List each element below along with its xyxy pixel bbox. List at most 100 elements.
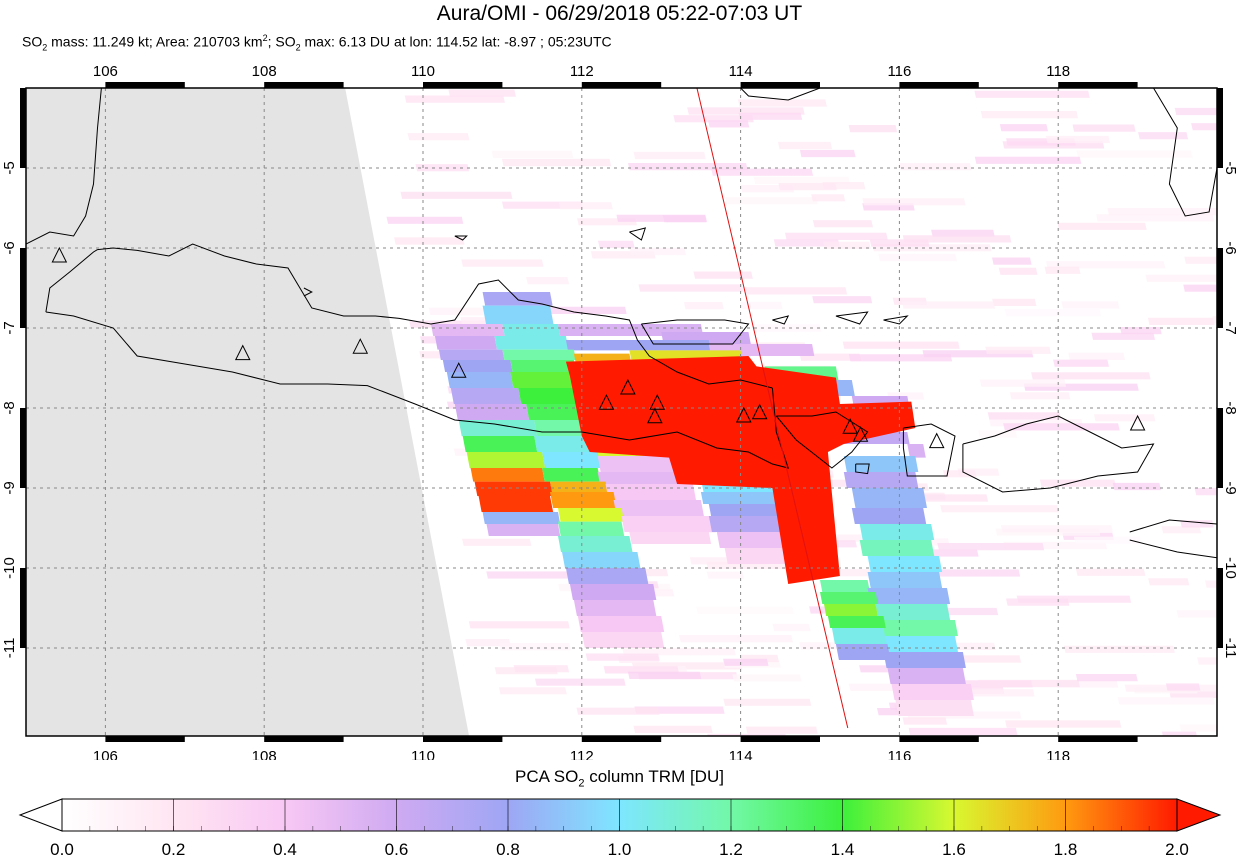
coastline (45, 311, 789, 469)
noise-pixel (633, 151, 706, 160)
lon-tick-label: 114 (729, 748, 753, 760)
frame-segment (1058, 736, 1138, 742)
so2-pixel (502, 324, 561, 336)
so2-pixel (558, 521, 625, 536)
volcano-icon (51, 246, 68, 263)
so2-pixel (526, 404, 585, 420)
noise-pixel (1039, 479, 1116, 487)
lon-tick-label: 118 (1046, 748, 1070, 760)
so2-pixel (486, 524, 561, 536)
noise-pixel (1107, 208, 1217, 216)
noise-pixel (812, 220, 873, 228)
noise-pixel (526, 277, 570, 285)
volcano-icon (928, 432, 945, 449)
noise-pixel (744, 287, 848, 295)
volcano-icon (620, 378, 636, 395)
noise-pixel (394, 237, 465, 245)
noise-pixel (1045, 135, 1111, 144)
so2-pixel (550, 492, 617, 508)
coastline (883, 315, 909, 325)
so2-pixel (542, 452, 601, 468)
so2-pixel (494, 336, 569, 350)
frame-segment (581, 736, 662, 742)
lat-tick-label: -9 (1222, 481, 1239, 494)
so2-pixel (577, 616, 665, 632)
colorbar-tick-label: 1.6 (942, 840, 966, 855)
noise-pixel (778, 183, 837, 191)
noise-pixel (1197, 657, 1217, 665)
lat-tick-label: -8 (1, 401, 18, 414)
so2-max-info: max: 6.13 DU at lon: 114.52 lat: -8.97 ;… (300, 33, 612, 50)
coastline (740, 88, 821, 101)
volcano-markers (51, 246, 1146, 449)
lon-tick-label: 118 (1046, 63, 1070, 80)
so2-pixel (534, 436, 593, 452)
noise-pixel (1096, 214, 1215, 222)
lon-tick-label: 114 (729, 63, 753, 80)
noise-pixel (848, 125, 898, 133)
noise-pixel (1148, 578, 1190, 586)
noise-pixel (679, 635, 793, 643)
frame-segment (423, 736, 503, 742)
noise-pixel (1165, 683, 1201, 691)
noise-pixel (711, 168, 814, 176)
noise-pixel (633, 725, 713, 733)
so2-pixel (510, 360, 577, 372)
noise-pixel (683, 302, 724, 310)
noise-pixel (499, 643, 571, 651)
lon-tick-label: 106 (93, 748, 118, 760)
frame-segment (581, 82, 662, 88)
noise-pixel (902, 717, 948, 725)
noise-pixel (1063, 645, 1175, 653)
so2-mass-area: mass: 11.249 kt; Area: 210703 km (47, 33, 263, 50)
noise-pixel (1205, 580, 1217, 588)
coastline (97, 243, 773, 389)
noise-pixel (823, 241, 871, 249)
frame-segment (1217, 568, 1223, 648)
so2-pixel (454, 404, 530, 420)
noise-pixel (987, 412, 1061, 420)
noise-pixel (998, 267, 1038, 275)
noise-pixel (616, 214, 707, 222)
so2-pixel (867, 572, 943, 588)
so2-pixel (887, 668, 966, 684)
colorbar-tick-label: 1.8 (1054, 840, 1078, 855)
frame-segment (264, 82, 344, 88)
map-subtitle: SO2 mass: 11.249 kt; Area: 210703 km2; S… (22, 33, 612, 53)
noise-pixel (465, 639, 511, 647)
noise-pixel (902, 235, 1012, 243)
noise-pixel (638, 284, 744, 292)
volcano-icon (647, 407, 663, 424)
noise-pixel (738, 112, 803, 120)
so2-pixel (597, 472, 696, 484)
noise-pixel (862, 198, 966, 206)
noise-pixel (1053, 359, 1109, 367)
colorbar-tick-label: 0.6 (385, 840, 409, 855)
lat-tick-labels-left: -5 -6 -7 -8 -9 -10 -11 (1, 161, 18, 658)
lon-tick-label: 110 (411, 748, 435, 760)
noise-pixel (842, 341, 960, 349)
volcano-icon (450, 362, 467, 378)
noise-pixel (696, 606, 794, 614)
volcano-icon (1129, 414, 1146, 431)
noise-pixel (1044, 266, 1081, 274)
colorbar-tick-label: 0.8 (496, 840, 520, 855)
noise-pixel (1145, 274, 1217, 282)
noise-pixel (931, 229, 995, 237)
noise-pixel (462, 538, 532, 546)
so2-pixel (565, 340, 711, 351)
lat-tick-label: -10 (1222, 557, 1239, 579)
noise-pixel (1006, 598, 1070, 606)
so2-max-label: ; SO (267, 33, 296, 50)
so2-pixel (907, 444, 926, 458)
coastline (629, 227, 647, 241)
noise-pixel (901, 301, 996, 309)
coastline (640, 319, 750, 345)
noise-pixel (1117, 697, 1215, 705)
volcano-icon (751, 403, 768, 420)
so2-pixel (831, 628, 887, 644)
volcano-icon (852, 426, 869, 442)
noise-pixel (1005, 720, 1122, 728)
noise-pixel (1112, 482, 1161, 491)
noise-pixel (1072, 124, 1136, 132)
